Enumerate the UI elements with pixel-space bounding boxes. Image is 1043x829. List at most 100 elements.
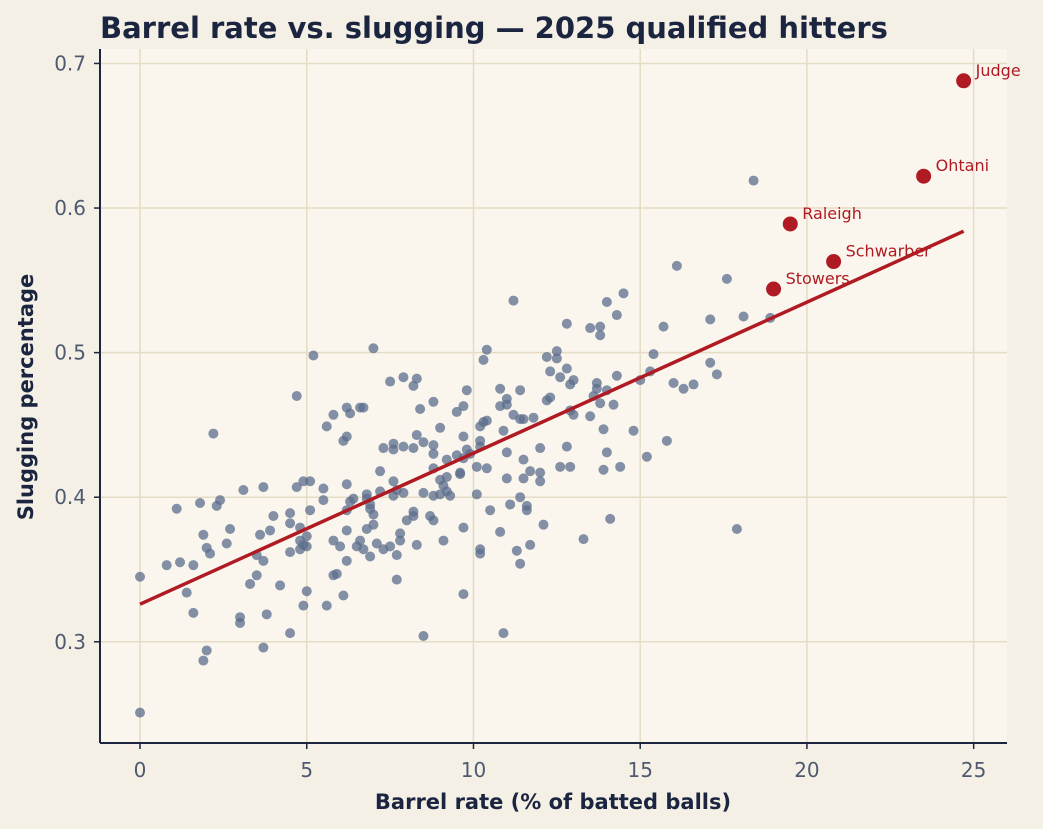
data-point: [301, 531, 312, 542]
highlighted-players: Judge Ohtani Raleigh Schwarber Stowers: [766, 61, 1021, 297]
data-point: [601, 447, 612, 458]
data-point: [498, 425, 509, 436]
x-tick-label: 15: [627, 758, 652, 782]
data-point: [365, 551, 376, 562]
data-point: [598, 424, 609, 435]
y-tick-label: 0.5: [54, 341, 86, 365]
data-point: [291, 482, 302, 493]
data-point: [595, 330, 606, 341]
data-point: [441, 471, 452, 482]
x-tick-label: 10: [461, 758, 486, 782]
data-point: [508, 295, 519, 306]
data-point: [731, 524, 742, 535]
data-point: [611, 310, 622, 321]
data-point: [525, 466, 536, 477]
data-point: [338, 590, 349, 601]
data-point: [318, 483, 329, 494]
data-point: [561, 441, 572, 452]
data-point: [265, 525, 276, 536]
data-point: [188, 607, 199, 618]
data-point: [721, 273, 732, 284]
data-point: [428, 448, 439, 459]
data-point: [341, 479, 352, 490]
data-point: [395, 535, 406, 546]
data-point: [321, 600, 332, 611]
data-point: [345, 408, 356, 419]
data-point: [521, 505, 532, 516]
data-point: [375, 466, 386, 477]
data-point: [535, 467, 546, 478]
grid: [100, 49, 1007, 743]
data-point: [591, 383, 602, 394]
data-point: [471, 489, 482, 500]
data-point: [135, 707, 146, 718]
data-point: [501, 447, 512, 458]
x-axis-label: Barrel rate (% of batted balls): [375, 790, 731, 814]
y-tick-label: 0.3: [54, 630, 86, 654]
data-point: [305, 505, 316, 516]
data-point: [525, 539, 536, 550]
data-point: [235, 617, 246, 628]
data-point: [298, 600, 309, 611]
data-point: [215, 495, 226, 506]
data-point: [551, 346, 562, 357]
data-point: [441, 454, 452, 465]
data-point: [308, 350, 319, 361]
data-point: [628, 425, 639, 436]
data-point: [205, 548, 216, 559]
data-point: [671, 260, 682, 271]
data-point: [428, 440, 439, 451]
data-point: [658, 321, 669, 332]
data-point: [198, 529, 209, 540]
data-point: [388, 476, 399, 487]
data-point: [341, 431, 352, 442]
highlight-point: [782, 216, 798, 232]
highlight-label: Stowers: [786, 269, 850, 288]
data-point: [505, 499, 516, 510]
data-point: [585, 323, 596, 334]
data-point: [175, 557, 186, 568]
data-point: [378, 443, 389, 454]
data-point: [501, 399, 512, 410]
data-point: [385, 541, 396, 552]
data-point: [238, 484, 249, 495]
ticks: 0 5 10 15 20 25 0.3 0.4 0.5 0.6 0.7: [54, 51, 986, 782]
data-point: [688, 379, 699, 390]
data-point: [198, 655, 209, 666]
data-point: [748, 175, 759, 186]
data-point: [398, 372, 409, 383]
data-point: [258, 642, 269, 653]
data-point: [538, 519, 549, 530]
data-point: [251, 570, 262, 581]
data-point: [615, 461, 626, 472]
data-point: [348, 493, 359, 504]
data-point: [528, 412, 539, 423]
trend-line: [139, 229, 965, 606]
y-tick-label: 0.6: [54, 196, 86, 220]
highlight-label: Judge: [975, 61, 1021, 80]
data-point: [418, 487, 429, 498]
data-point: [458, 522, 469, 533]
data-point: [408, 443, 419, 454]
data-point: [495, 526, 506, 537]
data-point: [408, 511, 419, 522]
data-point: [391, 550, 402, 561]
data-point: [705, 357, 716, 368]
data-point: [608, 399, 619, 410]
data-point: [385, 376, 396, 387]
data-point: [481, 463, 492, 474]
data-point: [541, 351, 552, 362]
data-point: [438, 535, 449, 546]
data-point: [285, 508, 296, 519]
data-point: [208, 428, 219, 439]
data-point: [561, 363, 572, 374]
data-point: [555, 372, 566, 383]
data-point: [568, 375, 579, 386]
data-point: [258, 482, 269, 493]
x-tick-label: 5: [300, 758, 313, 782]
data-point: [371, 538, 382, 549]
data-point: [561, 318, 572, 329]
data-point: [285, 518, 296, 529]
data-point: [445, 490, 456, 501]
